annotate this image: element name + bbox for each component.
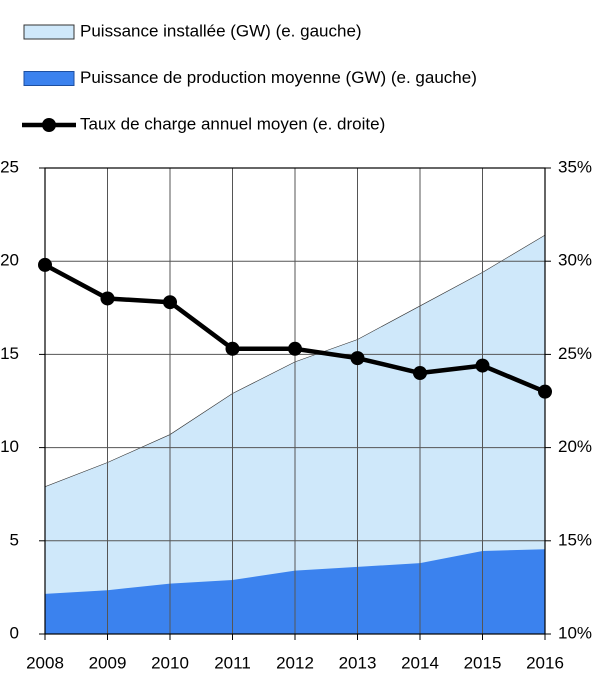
y2-tick-label: 30%	[558, 251, 592, 270]
x-tick-label: 2013	[339, 653, 377, 672]
y2-tick-label: 10%	[558, 623, 592, 642]
x-tick-label: 2008	[26, 653, 64, 672]
legend-swatch	[23, 24, 75, 40]
x-tick-label: 2010	[151, 653, 189, 672]
legend-swatch	[23, 71, 75, 86]
line-marker	[163, 295, 177, 310]
x-tick-label: 2012	[276, 653, 314, 672]
line-marker	[38, 257, 52, 272]
legend-label: Puissance de production moyenne (GW) (e.…	[80, 68, 477, 87]
y-tick-label: 20	[0, 251, 19, 270]
x-tick-label: 2016	[526, 653, 564, 672]
line-marker	[475, 358, 490, 373]
y2-tick-label: 15%	[558, 530, 592, 549]
x-tick-label: 2011	[214, 653, 251, 672]
y-tick-label: 0	[10, 623, 19, 642]
x-tick-label: 2014	[401, 653, 439, 672]
y2-tick-label: 20%	[558, 437, 592, 456]
line-marker	[225, 341, 240, 356]
y2-tick-label: 35%	[558, 157, 592, 176]
y-tick-label: 15	[0, 344, 19, 363]
x-tick-label: 2015	[464, 653, 502, 672]
line-marker	[350, 351, 365, 366]
legend-label: Taux de charge annuel moyen (e. droite)	[80, 114, 385, 133]
legend-label: Puissance installée (GW) (e. gauche)	[80, 21, 362, 40]
line-marker	[413, 366, 427, 381]
line-marker	[538, 384, 552, 399]
y-tick-label: 10	[0, 437, 19, 456]
x-tick-label: 2009	[89, 653, 127, 672]
line-marker	[100, 291, 115, 306]
y-tick-label: 25	[0, 157, 19, 176]
legend-swatch	[42, 118, 56, 132]
y2-tick-label: 25%	[558, 344, 592, 363]
y-tick-label: 5	[10, 530, 19, 549]
line-marker	[288, 341, 302, 356]
